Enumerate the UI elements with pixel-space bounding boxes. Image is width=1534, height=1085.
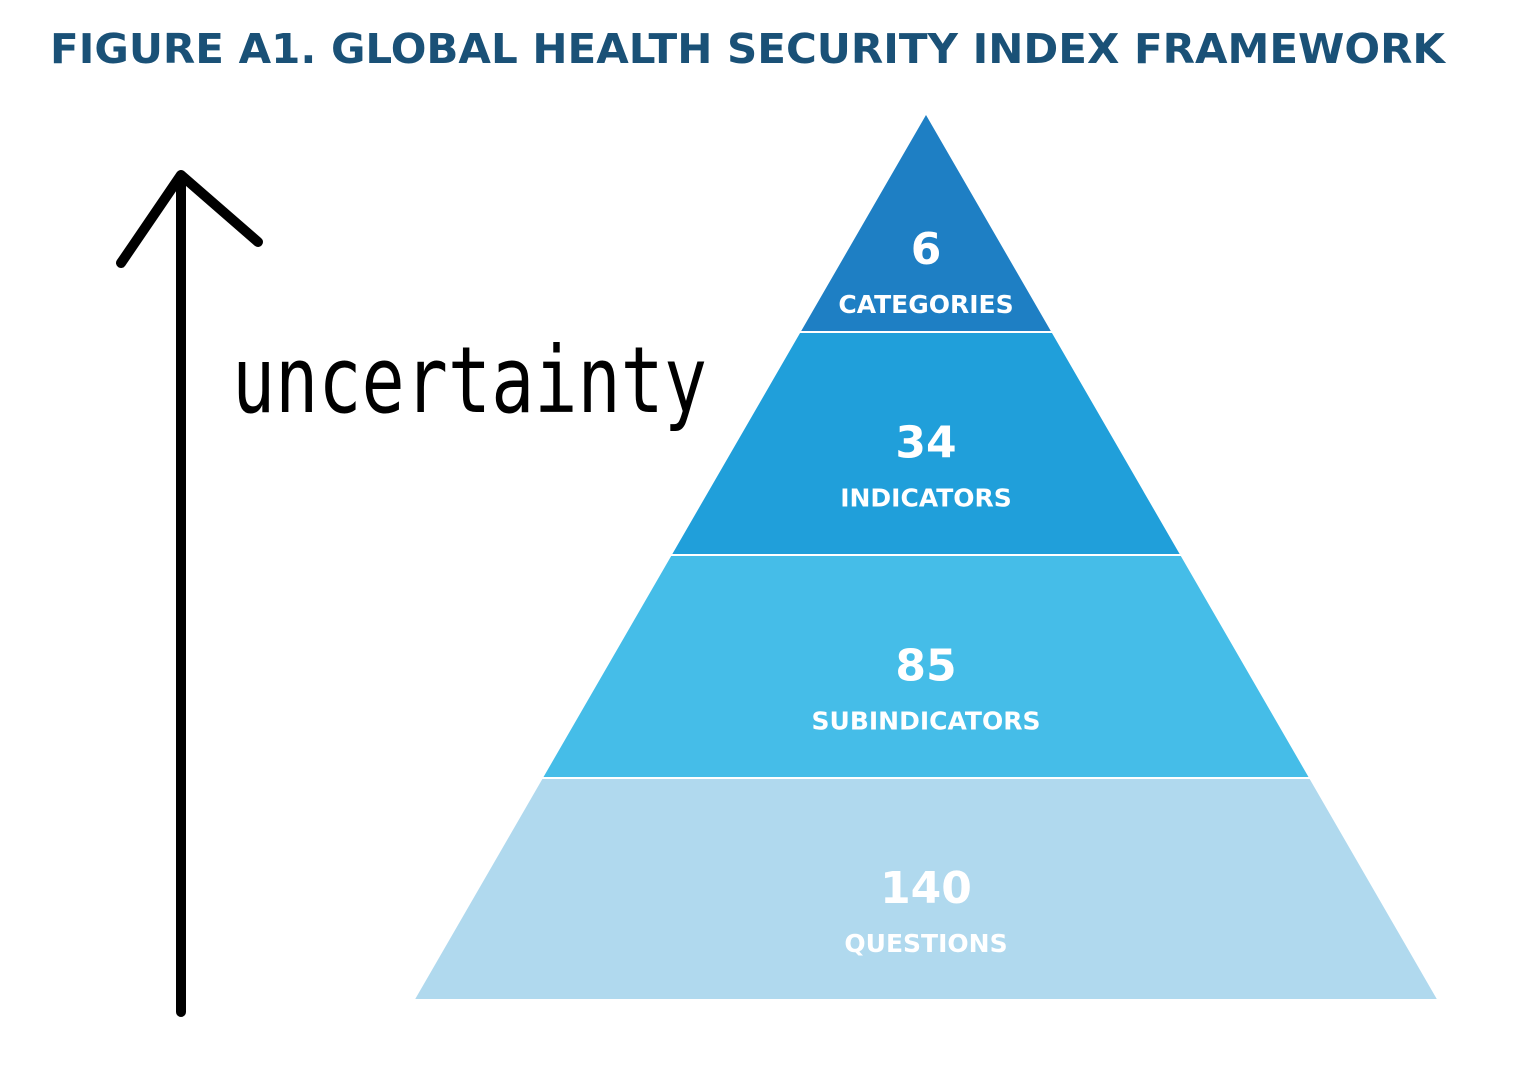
level-number: 140 <box>880 863 972 914</box>
pyramid-level <box>411 777 1441 1001</box>
level-label: CATEGORIES <box>838 290 1013 319</box>
level-number: 6 <box>911 224 942 275</box>
annotation: uncertainty <box>232 327 707 434</box>
level-label: QUESTIONS <box>844 929 1007 958</box>
arrow <box>116 170 263 1017</box>
level-number: 85 <box>895 641 956 692</box>
level-number: 34 <box>895 418 956 469</box>
pyramid: 6 CATEGORIES 34 INDICATORS 85 SUBINDICATORS 14… <box>411 111 1441 1001</box>
level-label: INDICATORS <box>840 484 1012 513</box>
title: FIGURE A1. GLOBAL HEALTH SECURITY INDEX … <box>50 25 1447 73</box>
level-label: SUBINDICATORS <box>812 707 1041 736</box>
